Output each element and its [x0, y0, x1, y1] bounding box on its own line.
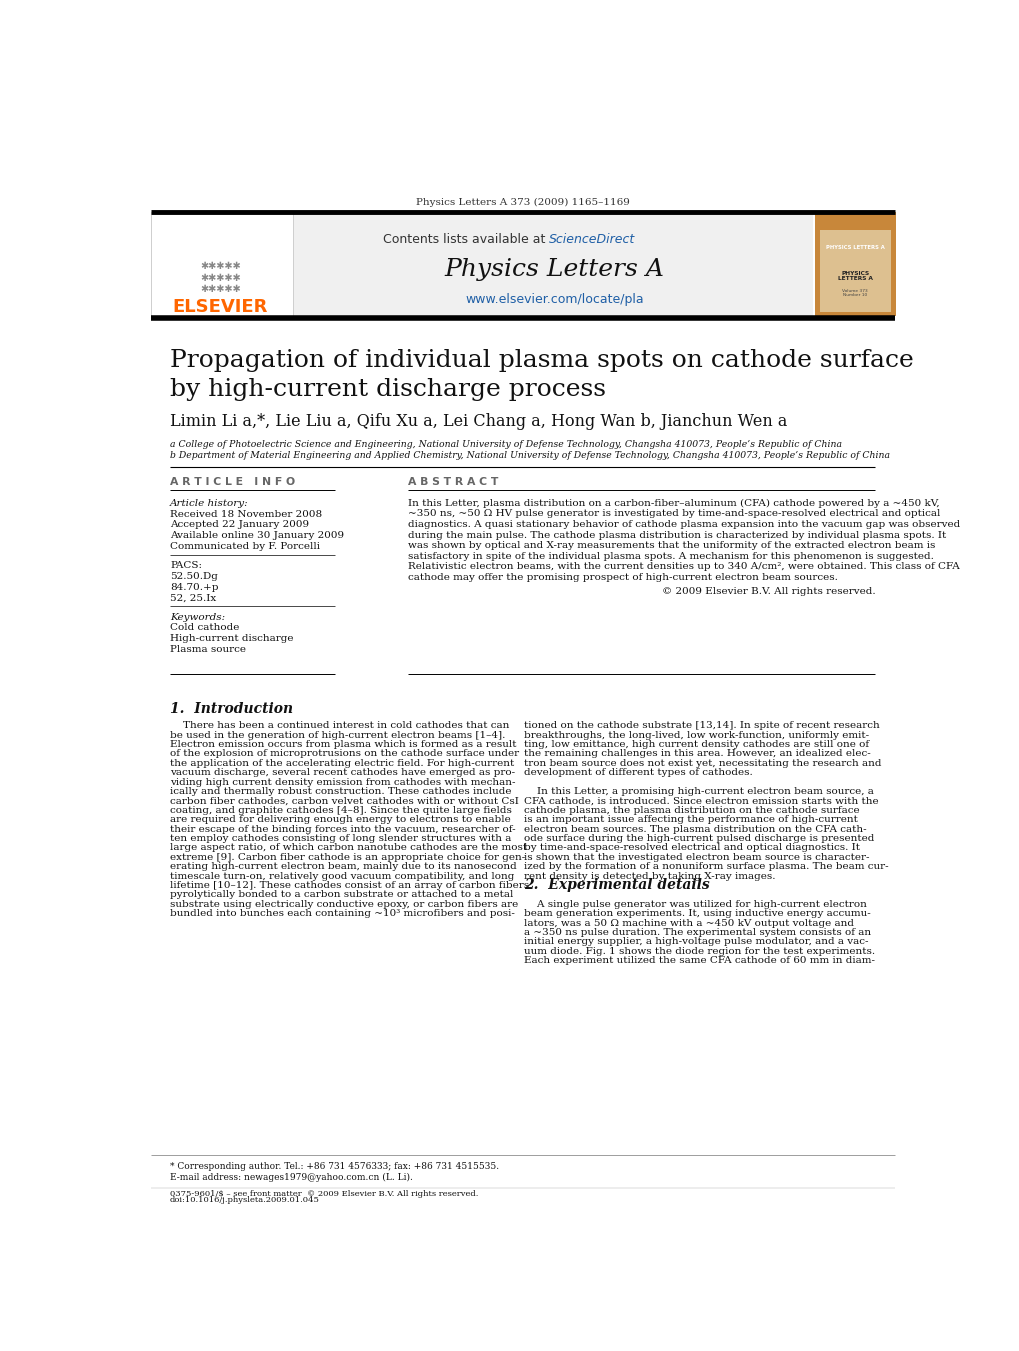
- Text: Communicated by F. Porcelli: Communicated by F. Porcelli: [170, 542, 320, 551]
- Text: A single pulse generator was utilized for high-current electron: A single pulse generator was utilized fo…: [524, 900, 866, 909]
- Text: extreme [9]. Carbon fiber cathode is an appropriate choice for gen-: extreme [9]. Carbon fiber cathode is an …: [170, 852, 525, 862]
- Text: lators, was a 50 Ω machine with a ~450 kV output voltage and: lators, was a 50 Ω machine with a ~450 k…: [524, 919, 854, 928]
- Text: In this Letter, a promising high-current electron beam source, a: In this Letter, a promising high-current…: [524, 788, 873, 796]
- FancyBboxPatch shape: [293, 212, 812, 316]
- Text: initial energy supplier, a high-voltage pulse modulator, and a vac-: initial energy supplier, a high-voltage …: [524, 938, 868, 946]
- Text: cathode may offer the promising prospect of high-current electron beam sources.: cathode may offer the promising prospect…: [408, 573, 837, 582]
- Text: Cold cathode: Cold cathode: [170, 623, 239, 632]
- Text: 52.50.Dg: 52.50.Dg: [170, 571, 218, 581]
- Text: * Corresponding author. Tel.: +86 731 4576333; fax: +86 731 4515535.: * Corresponding author. Tel.: +86 731 45…: [170, 1162, 498, 1171]
- Text: a ~350 ns pulse duration. The experimental system consists of an: a ~350 ns pulse duration. The experiment…: [524, 928, 870, 938]
- Text: breakthroughs, the long-lived, low work-function, uniformly emit-: breakthroughs, the long-lived, low work-…: [524, 731, 868, 739]
- Text: by high-current discharge process: by high-current discharge process: [170, 378, 605, 401]
- Text: bundled into bunches each containing ~10³ microfibers and posi-: bundled into bunches each containing ~10…: [170, 909, 515, 919]
- Text: Contents lists available at: Contents lists available at: [382, 234, 548, 246]
- FancyBboxPatch shape: [819, 230, 890, 312]
- Text: beam generation experiments. It, using inductive energy accumu-: beam generation experiments. It, using i…: [524, 909, 870, 919]
- Text: uum diode. Fig. 1 shows the diode region for the test experiments.: uum diode. Fig. 1 shows the diode region…: [524, 947, 874, 955]
- Text: rent density is detected by taking X-ray images.: rent density is detected by taking X-ray…: [524, 871, 775, 881]
- Text: ting, low emittance, high current density cathodes are still one of: ting, low emittance, high current densit…: [524, 740, 868, 748]
- Text: cathode plasma, the plasma distribution on the cathode surface: cathode plasma, the plasma distribution …: [524, 805, 859, 815]
- Text: Physics Letters A 373 (2009) 1165–1169: Physics Letters A 373 (2009) 1165–1169: [416, 197, 629, 207]
- Text: ically and thermally robust construction. These cathodes include: ically and thermally robust construction…: [170, 788, 512, 796]
- FancyBboxPatch shape: [151, 212, 292, 316]
- Text: Electron emission occurs from plasma which is formed as a result: Electron emission occurs from plasma whi…: [170, 740, 516, 748]
- Text: the application of the accelerating electric field. For high-current: the application of the accelerating elec…: [170, 759, 514, 767]
- Text: their escape of the binding forces into the vacuum, researcher of-: their escape of the binding forces into …: [170, 824, 516, 834]
- Text: PHYSICS LETTERS A: PHYSICS LETTERS A: [825, 245, 883, 250]
- Text: vacuum discharge, several recent cathodes have emerged as pro-: vacuum discharge, several recent cathode…: [170, 769, 515, 777]
- Text: is shown that the investigated electron beam source is character-: is shown that the investigated electron …: [524, 852, 869, 862]
- Text: the remaining challenges in this area. However, an idealized elec-: the remaining challenges in this area. H…: [524, 750, 870, 758]
- Text: tioned on the cathode substrate [13,14]. In spite of recent research: tioned on the cathode substrate [13,14].…: [524, 721, 879, 731]
- Text: www.elsevier.com/locate/pla: www.elsevier.com/locate/pla: [465, 293, 643, 305]
- Text: Physics Letters A: Physics Letters A: [444, 258, 663, 281]
- Text: substrate using electrically conductive epoxy, or carbon fibers are: substrate using electrically conductive …: [170, 900, 518, 909]
- Text: large aspect ratio, of which carbon nanotube cathodes are the most: large aspect ratio, of which carbon nano…: [170, 843, 527, 852]
- Text: Accepted 22 January 2009: Accepted 22 January 2009: [170, 520, 309, 530]
- Text: b Department of Material Engineering and Applied Chemistry, National University : b Department of Material Engineering and…: [170, 451, 890, 459]
- Text: Limin Li a,*, Lie Liu a, Qifu Xu a, Lei Chang a, Hong Wan b, Jianchun Wen a: Limin Li a,*, Lie Liu a, Qifu Xu a, Lei …: [170, 413, 787, 430]
- Text: Received 18 November 2008: Received 18 November 2008: [170, 509, 322, 519]
- Text: ELSEVIER: ELSEVIER: [172, 297, 268, 316]
- Text: electron beam sources. The plasma distribution on the CFA cath-: electron beam sources. The plasma distri…: [524, 824, 866, 834]
- Text: Relativistic electron beams, with the current densities up to 340 A/cm², were ob: Relativistic electron beams, with the cu…: [408, 562, 959, 571]
- Text: Keywords:: Keywords:: [170, 613, 225, 621]
- Text: of the explosion of microprotrusions on the cathode surface under: of the explosion of microprotrusions on …: [170, 750, 519, 758]
- Text: 84.70.+p: 84.70.+p: [170, 582, 218, 592]
- Text: ScienceDirect: ScienceDirect: [548, 234, 635, 246]
- Text: ized by the formation of a nonuniform surface plasma. The beam cur-: ized by the formation of a nonuniform su…: [524, 862, 888, 871]
- Text: are required for delivering enough energy to electrons to enable: are required for delivering enough energ…: [170, 815, 511, 824]
- Text: coating, and graphite cathodes [4–8]. Since the quite large fields: coating, and graphite cathodes [4–8]. Si…: [170, 805, 512, 815]
- Text: High-current discharge: High-current discharge: [170, 634, 293, 643]
- Text: satisfactory in spite of the individual plasma spots. A mechanism for this pheno: satisfactory in spite of the individual …: [408, 551, 933, 561]
- Text: There has been a continued interest in cold cathodes that can: There has been a continued interest in c…: [170, 721, 509, 731]
- Text: ✱✱✱✱✱
✱✱✱✱✱
✱✱✱✱✱: ✱✱✱✱✱ ✱✱✱✱✱ ✱✱✱✱✱: [200, 261, 240, 295]
- Text: In this Letter, plasma distribution on a carbon-fiber–aluminum (CFA) cathode pow: In this Letter, plasma distribution on a…: [408, 499, 938, 508]
- Text: erating high-current electron beam, mainly due to its nanosecond: erating high-current electron beam, main…: [170, 862, 517, 871]
- Text: tron beam source does not exist yet, necessitating the research and: tron beam source does not exist yet, nec…: [524, 759, 881, 767]
- Text: Volume 373
Number 10: Volume 373 Number 10: [842, 289, 867, 297]
- Text: ode surface during the high-current pulsed discharge is presented: ode surface during the high-current puls…: [524, 834, 874, 843]
- Text: CFA cathode, is introduced. Since electron emission starts with the: CFA cathode, is introduced. Since electr…: [524, 796, 878, 805]
- Text: Propagation of individual plasma spots on cathode surface: Propagation of individual plasma spots o…: [170, 350, 913, 373]
- Text: PHYSICS
LETTERS A: PHYSICS LETTERS A: [837, 270, 872, 281]
- Text: carbon fiber cathodes, carbon velvet cathodes with or without CsI: carbon fiber cathodes, carbon velvet cat…: [170, 796, 519, 805]
- Text: Available online 30 January 2009: Available online 30 January 2009: [170, 531, 344, 540]
- Text: a College of Photoelectric Science and Engineering, National University of Defen: a College of Photoelectric Science and E…: [170, 440, 842, 450]
- Text: is an important issue affecting the performance of high-current: is an important issue affecting the perf…: [524, 815, 857, 824]
- Text: diagnostics. A quasi stationary behavior of cathode plasma expansion into the va: diagnostics. A quasi stationary behavior…: [408, 520, 959, 530]
- Text: A R T I C L E   I N F O: A R T I C L E I N F O: [170, 477, 294, 488]
- Text: © 2009 Elsevier B.V. All rights reserved.: © 2009 Elsevier B.V. All rights reserved…: [661, 586, 874, 596]
- Text: Article history:: Article history:: [170, 499, 249, 508]
- Text: viding high current density emission from cathodes with mechan-: viding high current density emission fro…: [170, 778, 516, 786]
- Text: lifetime [10–12]. These cathodes consist of an array of carbon fibers: lifetime [10–12]. These cathodes consist…: [170, 881, 529, 890]
- FancyBboxPatch shape: [814, 212, 895, 316]
- Text: Plasma source: Plasma source: [170, 644, 246, 654]
- Text: E-mail address: newages1979@yahoo.com.cn (L. Li).: E-mail address: newages1979@yahoo.com.cn…: [170, 1173, 413, 1182]
- Text: by time-and-space-resolved electrical and optical diagnostics. It: by time-and-space-resolved electrical an…: [524, 843, 859, 852]
- Text: Each experiment utilized the same CFA cathode of 60 mm in diam-: Each experiment utilized the same CFA ca…: [524, 957, 874, 965]
- Text: during the main pulse. The cathode plasma distribution is characterized by indiv: during the main pulse. The cathode plasm…: [408, 531, 946, 539]
- Text: 0375-9601/$ – see front matter  © 2009 Elsevier B.V. All rights reserved.: 0375-9601/$ – see front matter © 2009 El…: [170, 1190, 478, 1198]
- Text: A B S T R A C T: A B S T R A C T: [408, 477, 498, 488]
- Text: ~350 ns, ~50 Ω HV pulse generator is investigated by time-and-space-resolved ele: ~350 ns, ~50 Ω HV pulse generator is inv…: [408, 509, 940, 519]
- Text: pyrolytically bonded to a carbon substrate or attached to a metal: pyrolytically bonded to a carbon substra…: [170, 890, 513, 900]
- Text: doi:10.1016/j.physleta.2009.01.045: doi:10.1016/j.physleta.2009.01.045: [170, 1196, 320, 1204]
- Text: 1.  Introduction: 1. Introduction: [170, 701, 293, 716]
- Text: be used in the generation of high-current electron beams [1–4].: be used in the generation of high-curren…: [170, 731, 505, 739]
- Text: development of different types of cathodes.: development of different types of cathod…: [524, 769, 752, 777]
- Text: timescale turn-on, relatively good vacuum compatibility, and long: timescale turn-on, relatively good vacuu…: [170, 871, 514, 881]
- Text: PACS:: PACS:: [170, 561, 202, 570]
- Text: 2.  Experimental details: 2. Experimental details: [524, 878, 709, 893]
- Text: ten employ cathodes consisting of long slender structures with a: ten employ cathodes consisting of long s…: [170, 834, 511, 843]
- Text: was shown by optical and X-ray measurements that the uniformity of the extracted: was shown by optical and X-ray measureme…: [408, 542, 934, 550]
- Text: 52, 25.Ix: 52, 25.Ix: [170, 593, 216, 603]
